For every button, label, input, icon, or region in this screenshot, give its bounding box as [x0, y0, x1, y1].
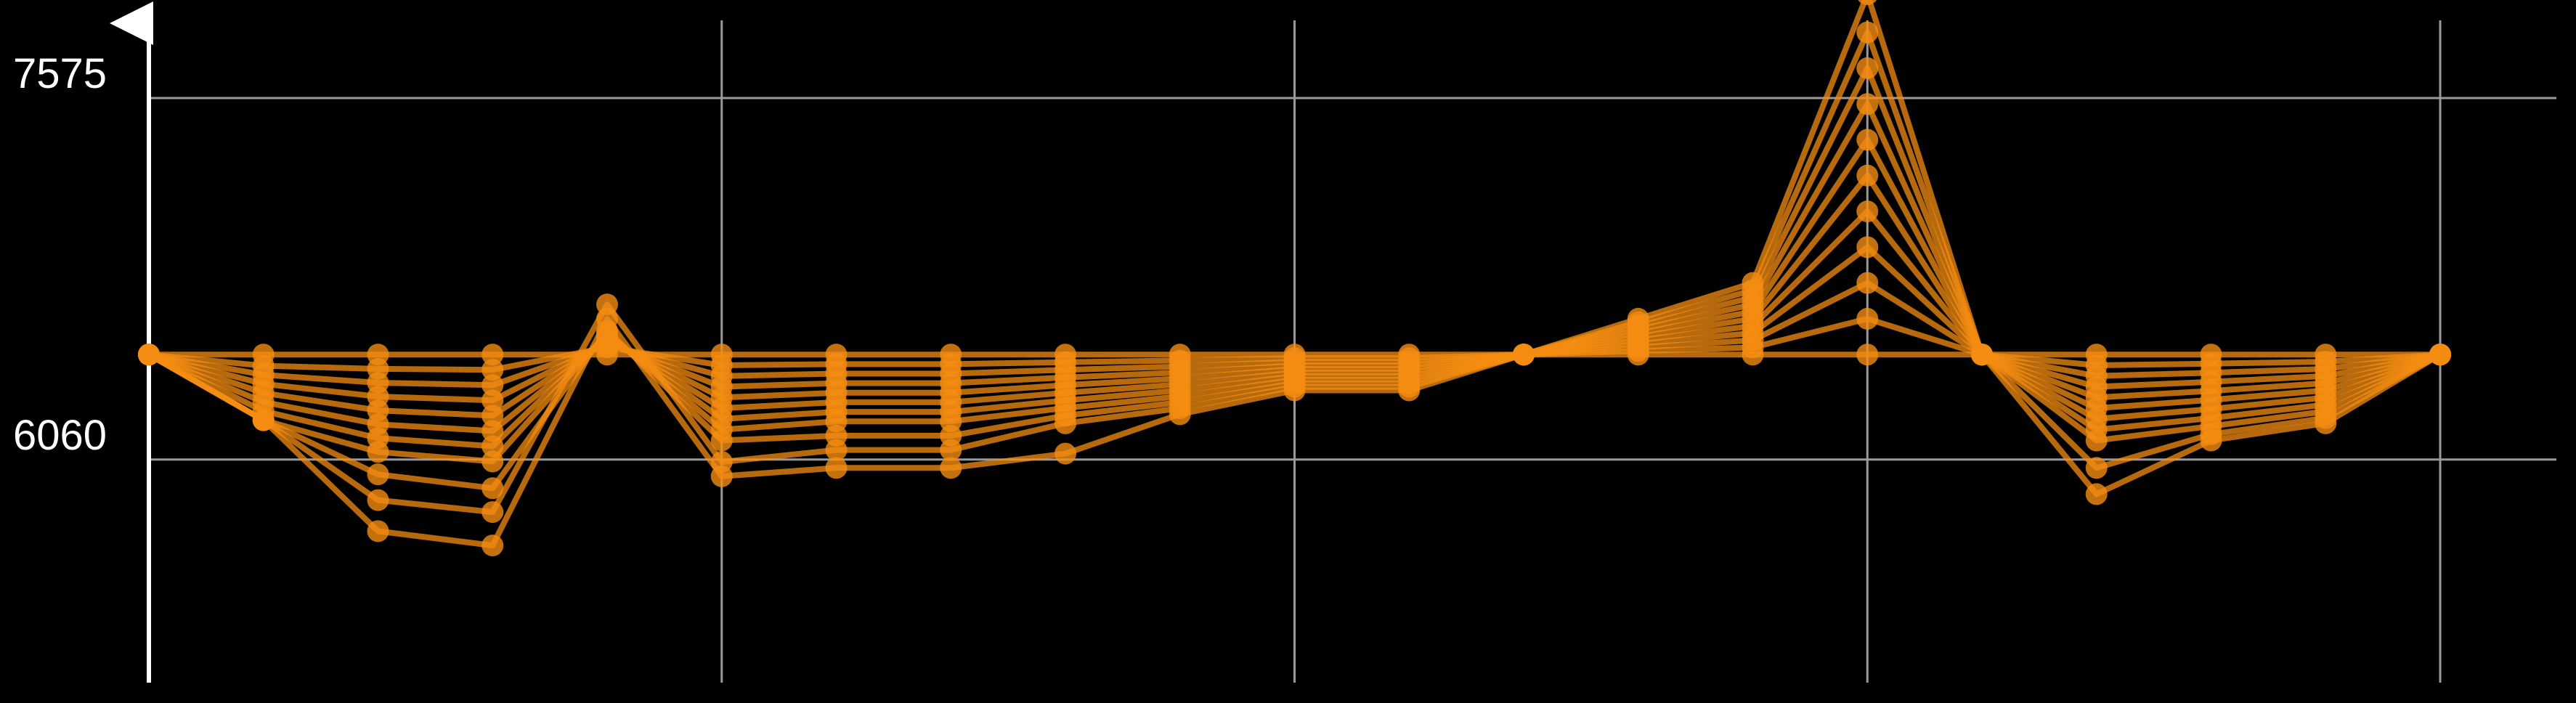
- data-point: [1856, 93, 1879, 115]
- data-point: [2085, 457, 2108, 479]
- data-point: [1398, 379, 1421, 402]
- data-point: [482, 374, 504, 397]
- data-point: [482, 420, 504, 442]
- data-point: [940, 457, 962, 479]
- data-point: [138, 344, 160, 366]
- grid: [149, 20, 2556, 683]
- data-point: [2429, 344, 2451, 366]
- data-point: [252, 409, 275, 431]
- y-tick-label: 6060: [13, 412, 107, 459]
- data-point: [482, 535, 504, 557]
- data-point: [482, 359, 504, 381]
- data-point: [482, 477, 504, 500]
- data-point: [1856, 236, 1879, 259]
- data-point: [1169, 403, 1191, 426]
- data-point: [1856, 164, 1879, 187]
- data-point: [1856, 57, 1879, 79]
- data-point: [1627, 307, 1649, 330]
- data-point: [482, 389, 504, 412]
- data-point: [367, 520, 389, 543]
- data-point: [1055, 442, 1076, 465]
- data-point: [482, 344, 504, 366]
- y-tick-label: 7575: [13, 50, 107, 97]
- data-point: [482, 405, 504, 427]
- data-point: [2315, 412, 2337, 434]
- data-point: [710, 429, 733, 452]
- data-point: [367, 463, 389, 486]
- data-point: [367, 441, 389, 463]
- data-point: [1283, 379, 1306, 402]
- data-point: [1856, 129, 1879, 151]
- data-point: [1971, 344, 1993, 366]
- data-point: [1513, 344, 1535, 366]
- data-point: [825, 439, 848, 461]
- series: [138, 0, 2451, 557]
- data-point: [367, 489, 389, 511]
- data-point: [1856, 200, 1879, 223]
- tick-labels: 6060 7575: [13, 50, 107, 459]
- data-point: [596, 307, 618, 330]
- data-point: [1856, 21, 1879, 44]
- data-point: [1742, 272, 1764, 294]
- data-point: [2085, 483, 2108, 505]
- data-point: [2085, 429, 2108, 452]
- data-point: [482, 450, 504, 473]
- data-point: [710, 465, 733, 487]
- data-point: [1055, 412, 1076, 434]
- data-point: [482, 501, 504, 524]
- data-point: [2200, 429, 2222, 452]
- data-point: [1858, 0, 1877, 6]
- data-point: [1856, 307, 1879, 330]
- data-point: [825, 457, 848, 479]
- data-point: [940, 439, 962, 461]
- data-point: [1856, 272, 1879, 294]
- series-group: [138, 0, 2451, 557]
- data-point: [1856, 344, 1879, 366]
